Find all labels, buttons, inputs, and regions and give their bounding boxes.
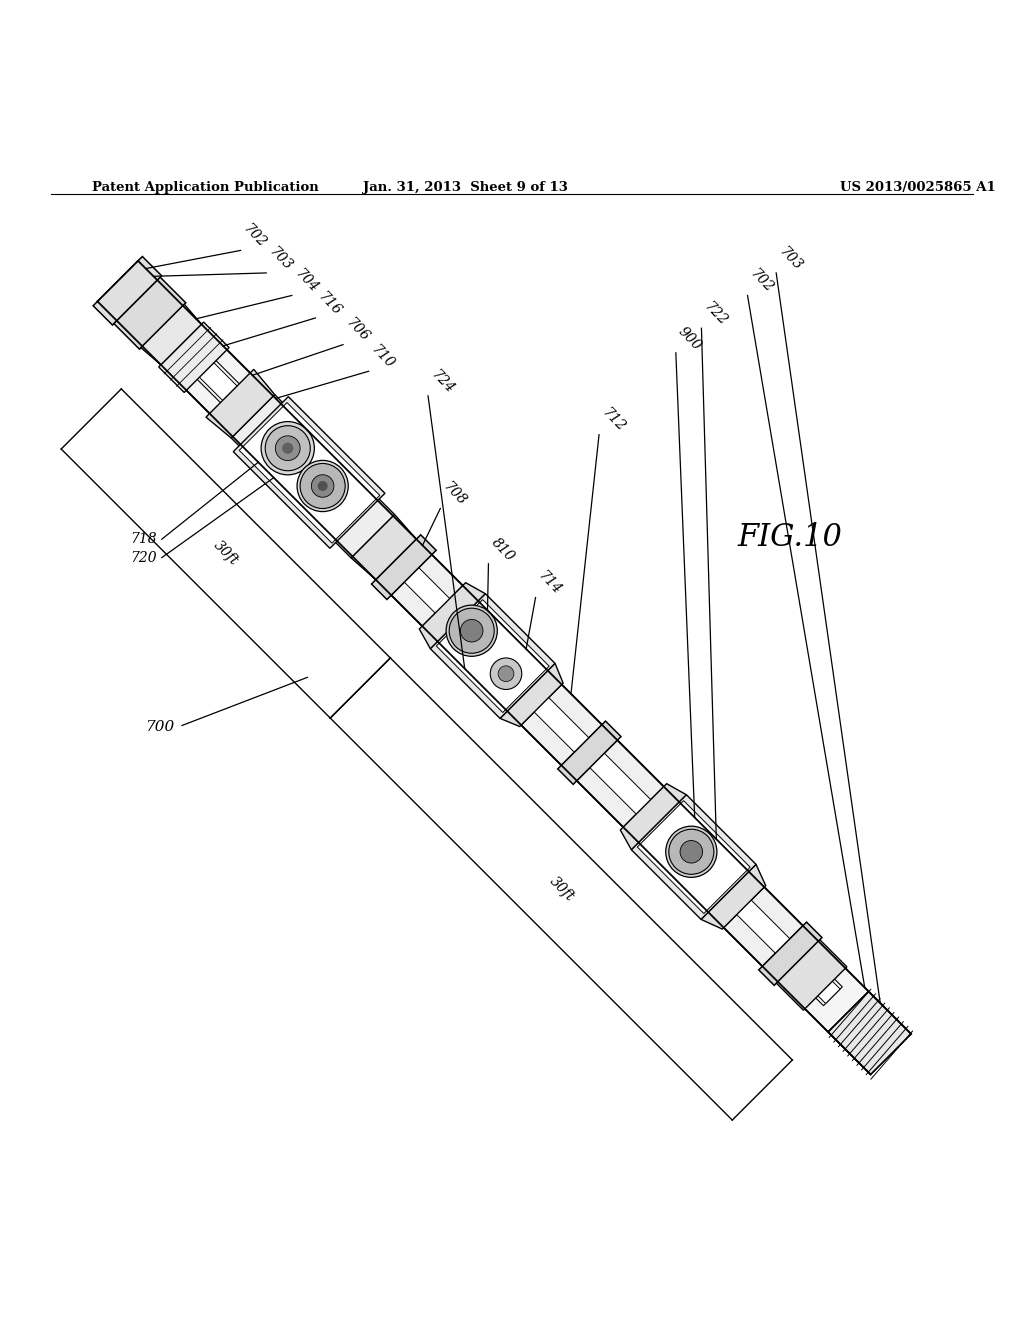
Polygon shape: [558, 721, 621, 784]
Circle shape: [498, 665, 514, 681]
Polygon shape: [621, 784, 686, 850]
Polygon shape: [372, 535, 436, 599]
Text: 722: 722: [701, 300, 730, 329]
Polygon shape: [521, 685, 602, 766]
Circle shape: [450, 609, 495, 653]
Text: FIG.10: FIG.10: [737, 521, 842, 553]
Polygon shape: [233, 396, 385, 548]
Text: 702: 702: [241, 222, 269, 251]
Polygon shape: [776, 940, 847, 1010]
Text: 708: 708: [440, 479, 469, 508]
Text: 710: 710: [369, 342, 397, 371]
Polygon shape: [140, 304, 868, 1032]
Polygon shape: [500, 664, 563, 726]
Polygon shape: [97, 261, 911, 1074]
Polygon shape: [97, 261, 180, 345]
Text: 703: 703: [776, 244, 805, 273]
Polygon shape: [419, 582, 485, 649]
Circle shape: [461, 619, 483, 642]
Circle shape: [317, 480, 328, 491]
Text: 703: 703: [266, 244, 295, 273]
Text: 706: 706: [343, 315, 372, 345]
Circle shape: [666, 826, 717, 878]
Text: Patent Application Publication: Patent Application Publication: [92, 181, 318, 194]
Text: Jan. 31, 2013  Sheet 9 of 13: Jan. 31, 2013 Sheet 9 of 13: [364, 181, 568, 194]
Polygon shape: [206, 370, 274, 438]
Text: 720: 720: [130, 550, 157, 565]
Circle shape: [680, 841, 702, 863]
Text: US 2013/0025865 A1: US 2013/0025865 A1: [840, 181, 995, 194]
Polygon shape: [577, 741, 664, 828]
Polygon shape: [828, 991, 911, 1074]
Polygon shape: [240, 403, 380, 543]
Polygon shape: [351, 515, 417, 579]
Circle shape: [265, 425, 310, 471]
Text: 900: 900: [676, 323, 705, 352]
Polygon shape: [759, 923, 822, 985]
Text: 30ft: 30ft: [211, 539, 242, 568]
Text: 704: 704: [292, 267, 321, 296]
Polygon shape: [701, 865, 766, 929]
Circle shape: [275, 436, 300, 461]
Polygon shape: [637, 801, 751, 913]
Circle shape: [311, 475, 334, 498]
Text: 30ft: 30ft: [547, 874, 577, 904]
Text: 718: 718: [130, 532, 157, 546]
Polygon shape: [141, 304, 202, 364]
Polygon shape: [93, 256, 162, 325]
Text: 712: 712: [599, 405, 628, 434]
Text: 716: 716: [315, 289, 344, 318]
Polygon shape: [632, 795, 756, 920]
Text: 702: 702: [748, 267, 776, 296]
Polygon shape: [391, 554, 463, 626]
Text: 810: 810: [488, 535, 517, 564]
Polygon shape: [114, 277, 185, 348]
Polygon shape: [430, 594, 555, 718]
Polygon shape: [724, 887, 803, 966]
Polygon shape: [231, 395, 394, 558]
Polygon shape: [436, 599, 549, 713]
Circle shape: [446, 605, 498, 656]
Polygon shape: [170, 334, 843, 1006]
Circle shape: [297, 461, 348, 512]
Circle shape: [490, 657, 522, 689]
Circle shape: [300, 463, 345, 508]
Text: 724: 724: [428, 367, 457, 396]
Circle shape: [283, 442, 294, 454]
Polygon shape: [172, 335, 840, 1003]
Polygon shape: [159, 322, 229, 392]
Circle shape: [261, 421, 314, 475]
Text: 714: 714: [536, 569, 564, 598]
Text: 700: 700: [144, 719, 174, 734]
Circle shape: [669, 829, 714, 874]
